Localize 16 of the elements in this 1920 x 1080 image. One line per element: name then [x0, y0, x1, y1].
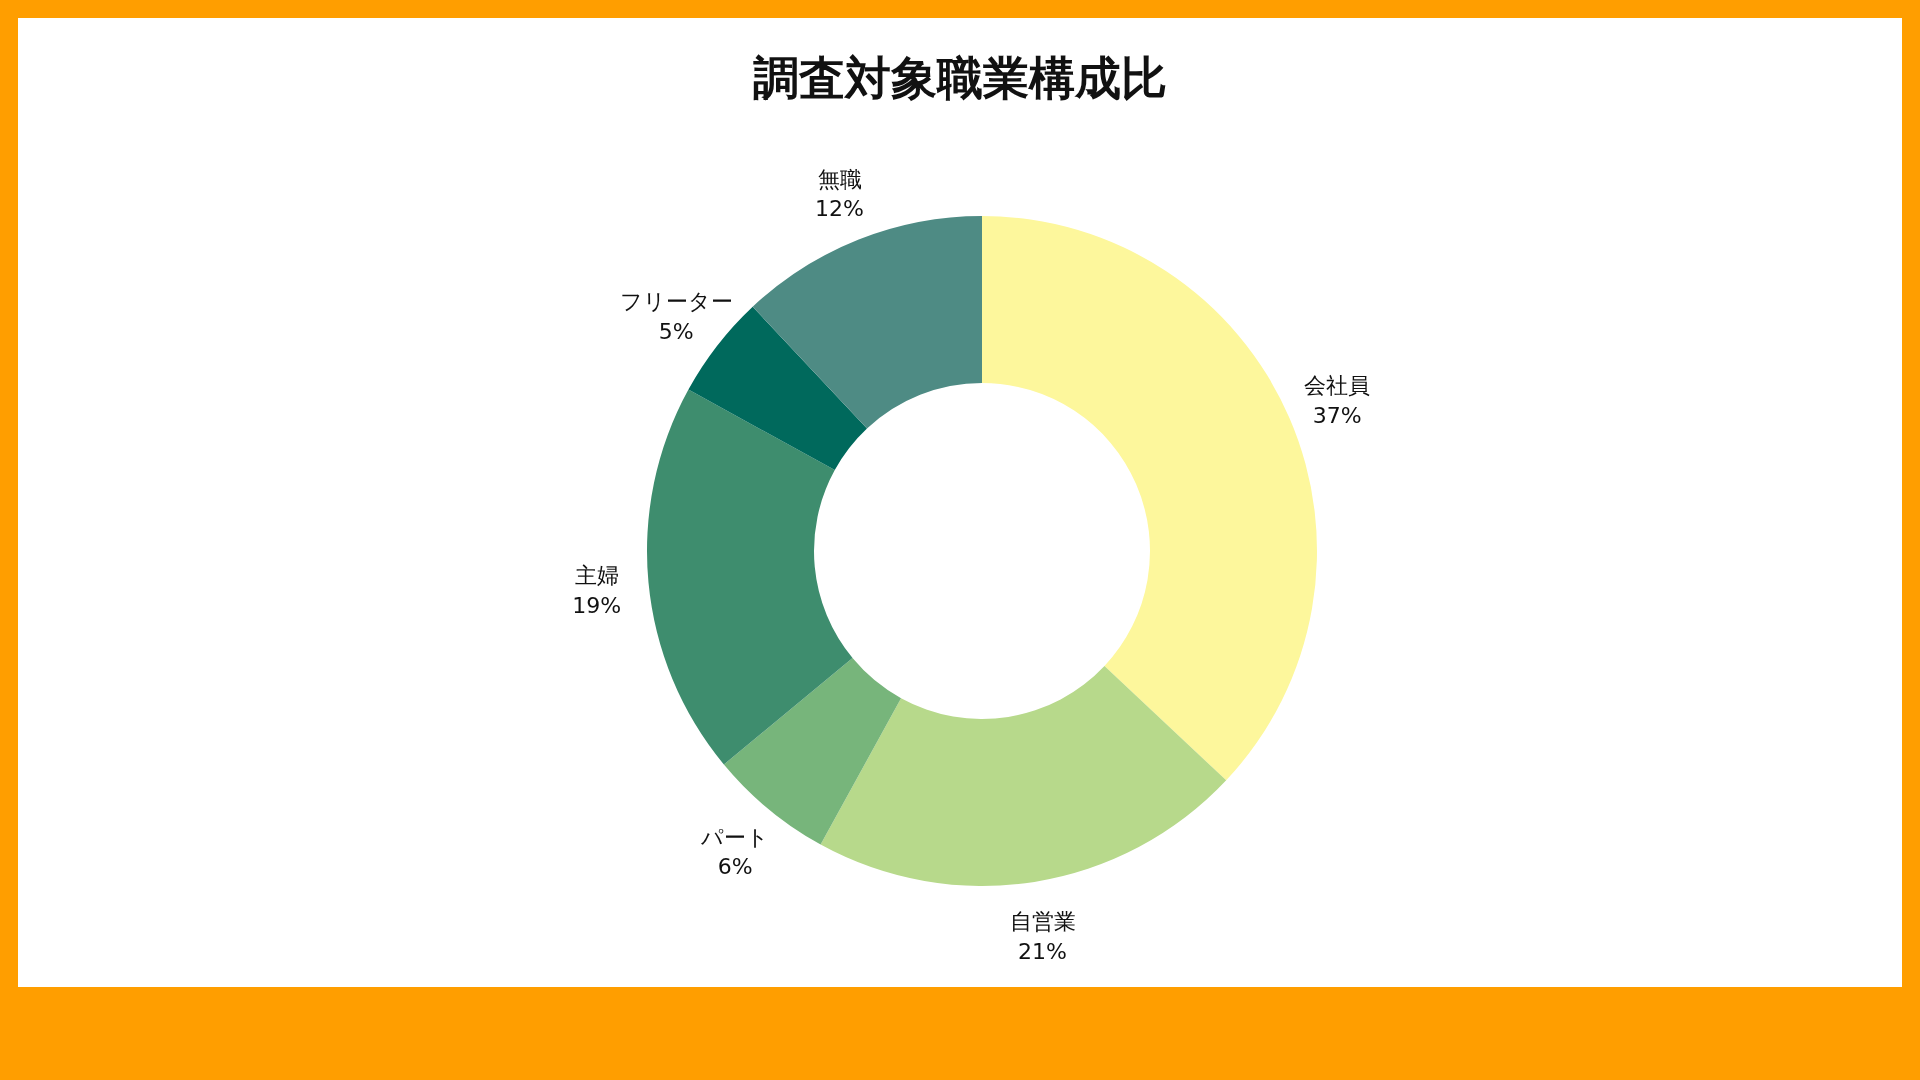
donut-slice — [647, 389, 853, 765]
data-label: 6% — [717, 854, 753, 880]
slice-label: 自営業 — [1009, 908, 1076, 934]
slice-label: パート — [700, 824, 770, 850]
data-label: 19% — [572, 592, 622, 618]
slice-label: 無職 — [817, 166, 862, 192]
data-label: 12% — [815, 196, 864, 222]
donut-slice — [752, 216, 982, 429]
slice-label: 会社員 — [1304, 372, 1371, 398]
data-label: 21% — [1018, 938, 1067, 964]
chart-title: 調査対象職業構成比 — [752, 50, 1168, 107]
data-label: 37% — [1312, 402, 1362, 428]
donut-slice — [820, 666, 1227, 886]
slice-label: フリーター — [619, 289, 733, 315]
slice-label: 主婦 — [574, 563, 619, 589]
data-label: 5% — [658, 319, 694, 345]
